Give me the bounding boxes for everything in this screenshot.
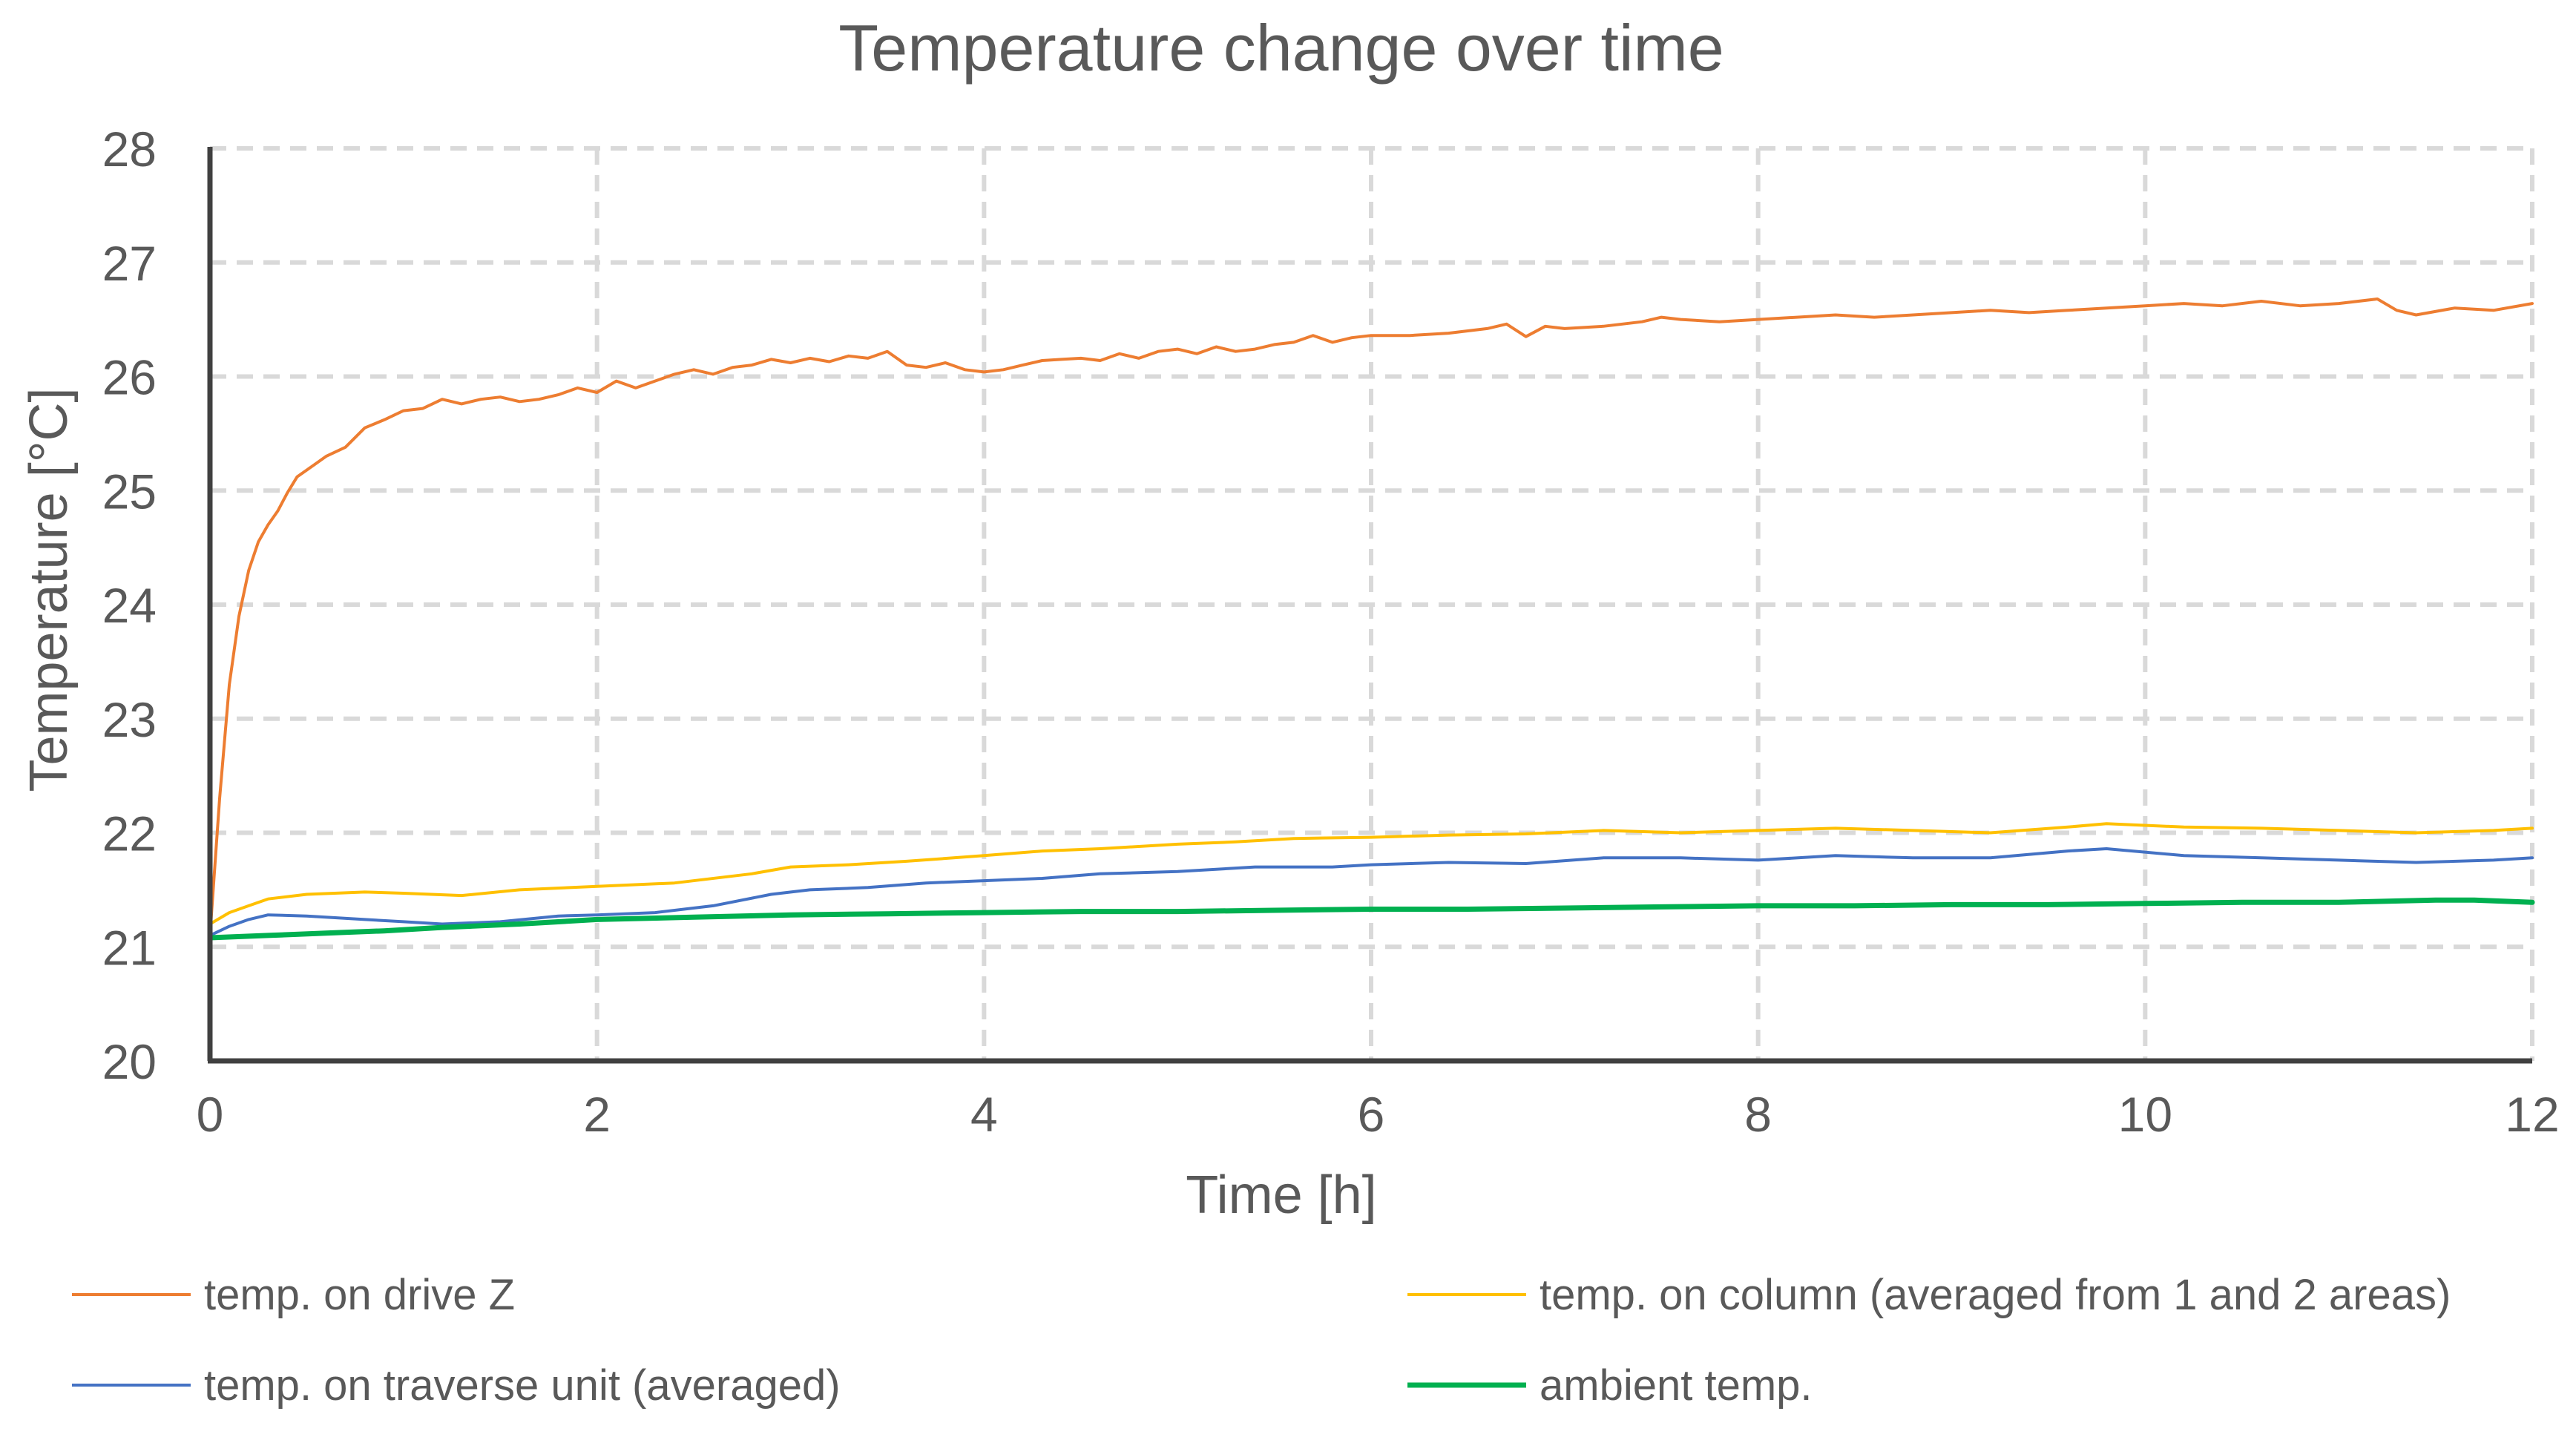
y-tick-label-26: 26 <box>102 350 157 405</box>
legend-label-ambient-temp: ambient temp. <box>1540 1361 1813 1410</box>
axes <box>207 147 2532 1064</box>
series-line-ambient-temp <box>207 897 2535 941</box>
y-tick-label-25: 25 <box>102 464 157 519</box>
y-axis-label: Temperature [°C] <box>19 388 79 792</box>
x-tick-label-8: 8 <box>1744 1087 1772 1142</box>
x-tick-label-10: 10 <box>2118 1087 2172 1142</box>
y-tick-label-21: 21 <box>102 920 157 975</box>
y-tick-label-27: 27 <box>102 236 157 291</box>
x-tick-label-6: 6 <box>1358 1087 1385 1142</box>
x-axis-label: Time [h] <box>1186 1166 1376 1225</box>
chart-title: Temperature change over time <box>838 11 1724 85</box>
series-lines <box>207 297 2535 941</box>
grid-lines <box>210 146 2534 1061</box>
y-tick-label-28: 28 <box>102 122 157 177</box>
x-tick-label-0: 0 <box>197 1087 224 1142</box>
y-tick-label-23: 23 <box>102 692 157 747</box>
series-line-temp-on-drive-z <box>208 297 2534 937</box>
legend-label-temp-on-traverse-unit-averaged: temp. on traverse unit (averaged) <box>204 1361 841 1410</box>
y-tick-label-22: 22 <box>102 806 157 861</box>
x-tick-label-12: 12 <box>2505 1087 2559 1142</box>
y-tick-label-20: 20 <box>102 1034 157 1089</box>
series-line-temp-on-traverse-unit-averaged <box>208 847 2534 937</box>
legend-label-temp-on-column-averaged-from-1-and-2-areas: temp. on column (averaged from 1 and 2 a… <box>1540 1271 2451 1319</box>
legend: temp. on drive Z temp. on column (average… <box>72 1271 2451 1410</box>
y-tick-label-24: 24 <box>102 578 157 633</box>
x-tick-label-4: 4 <box>970 1087 998 1142</box>
x-tick-label-2: 2 <box>583 1087 611 1142</box>
series-line-temp-on-column-averaged-from-1-and-2-areas <box>208 822 2534 926</box>
legend-label-temp-on-drive-z: temp. on drive Z <box>204 1271 515 1319</box>
